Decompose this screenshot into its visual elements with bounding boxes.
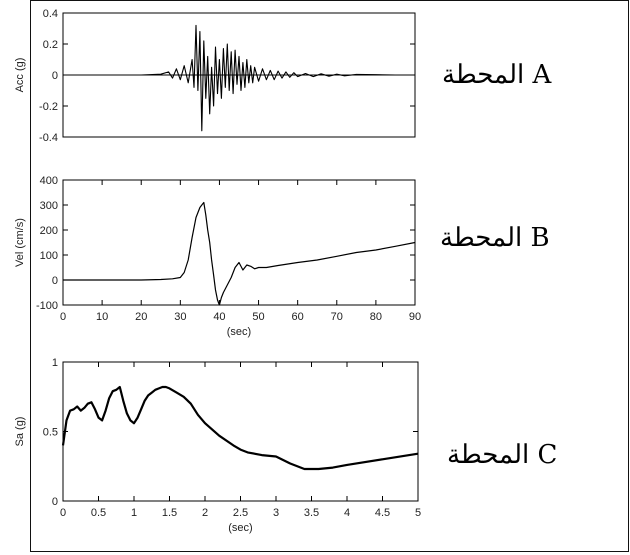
x-axis-title: (sec) — [227, 326, 251, 338]
series-line-0-0 — [63, 24, 415, 132]
x-tick-label: 1 — [131, 507, 137, 519]
y-tick-label: 0.2 — [43, 39, 58, 51]
y-axis-title: Vel (cm/s) — [14, 218, 26, 267]
y-tick-label: 1 — [52, 357, 58, 369]
x-tick-label: 3 — [273, 507, 279, 519]
station-label-b: المحطة B — [440, 223, 550, 253]
plot-area-1 — [62, 179, 416, 306]
x-tick-label: 30 — [174, 311, 186, 323]
x-axis-title: (sec) — [228, 522, 252, 534]
y-tick-label: 200 — [40, 225, 58, 237]
y-tick-label: -0.4 — [39, 132, 58, 144]
series-line-2-0 — [61, 385, 419, 471]
x-tick-label: 2.5 — [233, 507, 248, 519]
y-tick-label: 0 — [52, 275, 58, 287]
x-tick-label: 20 — [135, 311, 147, 323]
y-tick-label: 300 — [40, 200, 58, 212]
x-tick-label: 80 — [370, 311, 382, 323]
y-axis-title: Acc (g) — [14, 58, 26, 93]
x-tick-label: 10 — [96, 311, 108, 323]
y-tick-label: 400 — [40, 175, 58, 187]
station-label-c: المحطة C — [447, 440, 558, 470]
x-tick-label: 0 — [60, 507, 66, 519]
y-tick-label: 0.4 — [43, 8, 58, 20]
x-tick-label: 3.5 — [304, 507, 319, 519]
y-tick-label: 0.5 — [43, 427, 58, 439]
x-tick-label: 1.5 — [162, 507, 177, 519]
series-line-1-0 — [63, 201, 416, 306]
y-axis-title: Sa (g) — [14, 417, 26, 447]
x-tick-label: 4.5 — [375, 507, 390, 519]
x-tick-label: 40 — [213, 311, 225, 323]
x-tick-label: 5 — [415, 507, 421, 519]
x-tick-label: 2 — [202, 507, 208, 519]
figure-frame — [30, 0, 629, 552]
plot-area-2 — [62, 361, 419, 502]
station-label-a: المحطة A — [442, 60, 552, 90]
y-tick-label: 0 — [52, 70, 58, 82]
x-tick-label: 0.5 — [91, 507, 106, 519]
y-tick-label: 0 — [52, 496, 58, 508]
x-tick-label: 50 — [252, 311, 264, 323]
y-tick-label: -0.2 — [39, 101, 58, 113]
x-tick-label: 90 — [409, 311, 421, 323]
x-tick-label: 70 — [331, 311, 343, 323]
x-tick-label: 0 — [60, 311, 66, 323]
x-tick-label: 60 — [292, 311, 304, 323]
x-tick-label: 4 — [344, 507, 350, 519]
y-tick-label: 100 — [40, 250, 58, 262]
y-tick-label: -100 — [36, 300, 58, 312]
